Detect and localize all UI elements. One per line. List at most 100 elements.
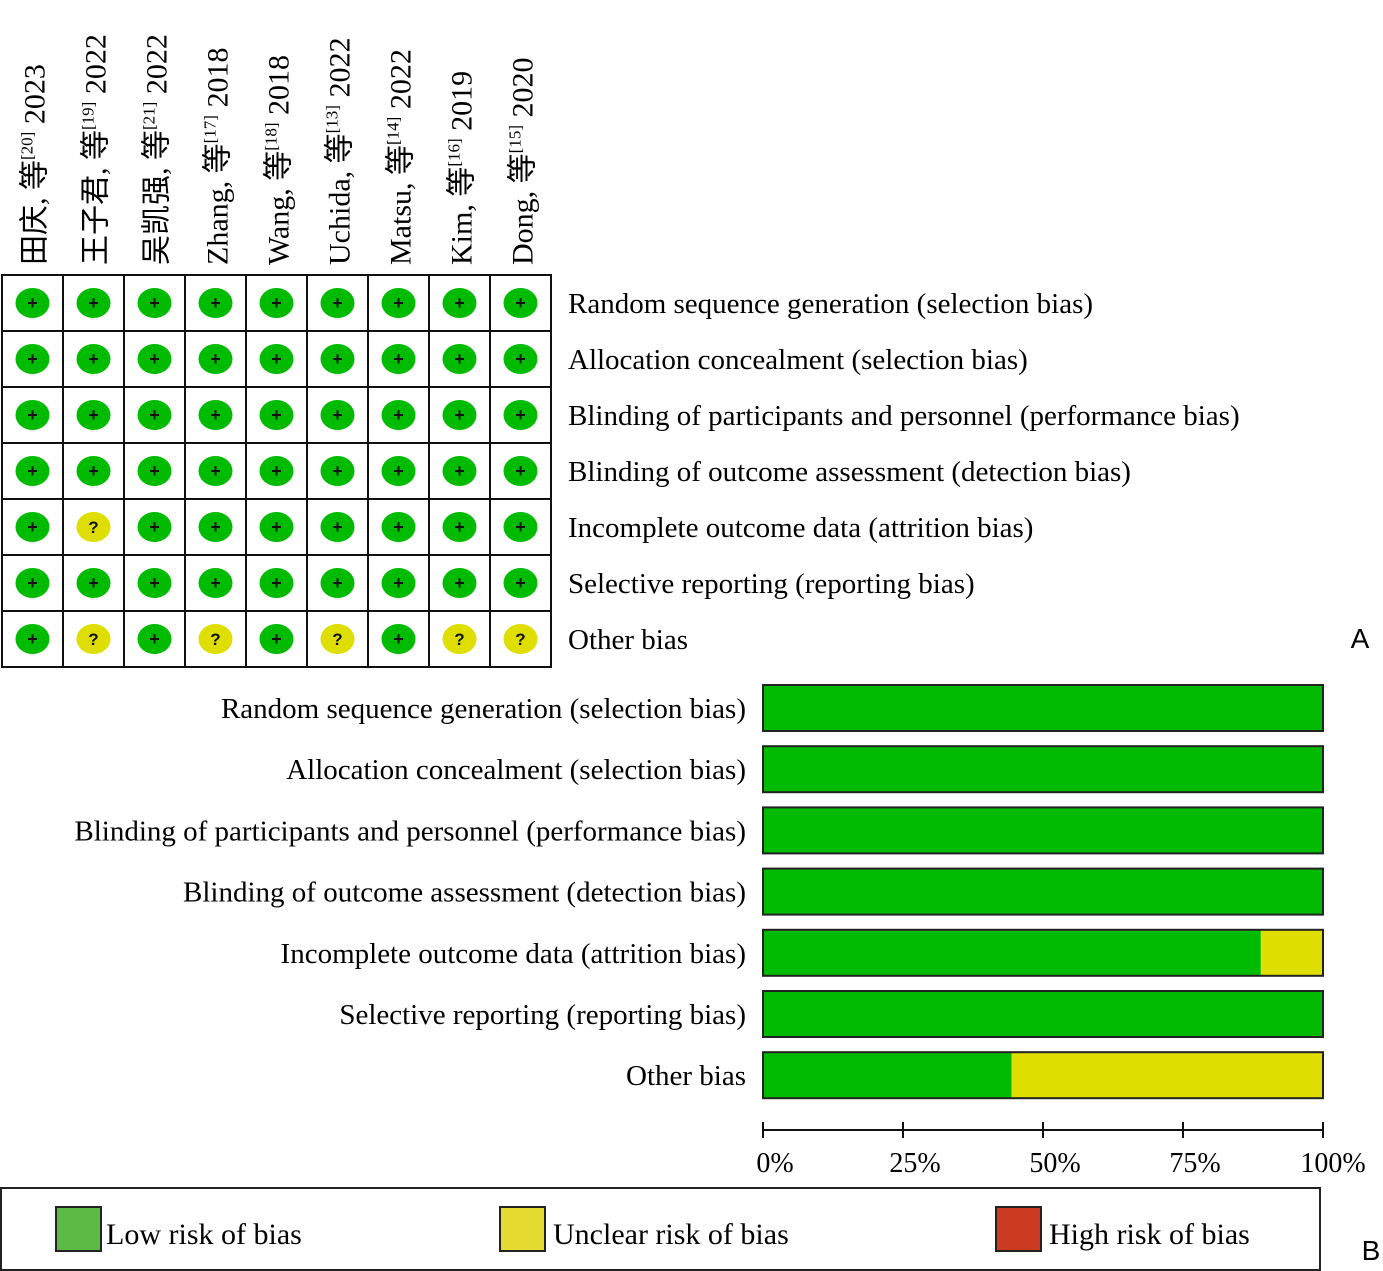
judgement-low-marker: + [381,456,416,486]
judgement-unclear-marker: ? [503,624,538,654]
judgement-low-marker: + [259,568,294,598]
plus-icon: + [27,461,38,481]
plus-icon: + [88,349,99,369]
plus-icon: + [27,349,38,369]
plus-icon: + [393,573,404,593]
plus-icon: + [149,517,160,537]
judgement-low-marker: + [137,456,172,486]
judgement-low-dot [76,344,111,374]
plus-icon: + [332,517,343,537]
bar-outline [762,745,1324,794]
judgement-low-marker: + [381,288,416,318]
judgement-low-marker: + [259,512,294,542]
judgement-low-dot [259,512,294,542]
plus-icon: + [332,405,343,425]
judgement-low-marker: + [198,344,233,374]
judgement-low-marker: + [137,512,172,542]
judgement-low-marker: + [15,344,50,374]
study-label: Uchida, 等[13] 2022 [323,38,357,265]
judgement-low-marker: + [198,456,233,486]
judgement-low-dot [259,456,294,486]
judgement-low-dot [381,456,416,486]
judgement-low-marker: + [503,456,538,486]
plus-icon: + [515,461,526,481]
judgement-low-dot [259,624,294,654]
plus-icon: + [271,629,282,649]
graph-category-label: Selective reporting (reporting bias) [339,999,746,1031]
bar-segment-low [763,807,1323,854]
study-label: 吴凯强, 等[21] 2022 [140,34,174,265]
judgement-low-dot [320,288,355,318]
judgement-low-marker: + [76,456,111,486]
legend-swatch-unclear [499,1206,546,1252]
plus-icon: + [210,517,221,537]
graph-category-label: Allocation concealment (selection bias) [286,754,746,786]
summary-row-label: Selective reporting (reporting bias) [568,568,975,600]
judgement-low-dot [137,400,172,430]
judgement-low-dot [320,344,355,374]
plus-icon: + [271,517,282,537]
judgement-unclear-marker: ? [76,512,111,542]
judgement-low-marker: + [503,288,538,318]
judgement-low-marker: + [442,344,477,374]
judgement-low-marker: + [503,568,538,598]
question-icon: ? [332,630,342,649]
judgement-low-marker: + [442,400,477,430]
bar-outline [762,806,1324,855]
bar-segment-low [763,746,1323,793]
plus-icon: + [515,405,526,425]
plus-icon: + [149,405,160,425]
plus-icon: + [454,461,465,481]
judgement-unclear-dot [76,624,111,654]
judgement-low-marker: + [137,344,172,374]
plus-icon: + [27,573,38,593]
judgement-low-dot [381,288,416,318]
judgement-unclear-marker: ? [320,624,355,654]
summary-row-label: Blinding of outcome assessment (detectio… [568,456,1131,488]
judgement-low-marker: + [198,288,233,318]
study-label: Dong, 等[15] 2020 [506,58,540,266]
graph-category-label: Other bias [626,1060,746,1092]
plus-icon: + [393,517,404,537]
judgement-low-dot [503,512,538,542]
judgement-low-dot [259,400,294,430]
judgement-low-dot [198,568,233,598]
plus-icon: + [454,573,465,593]
plus-icon: + [454,405,465,425]
bar-segment-unclear [1011,1052,1323,1099]
plus-icon: + [515,293,526,313]
judgement-unclear-marker: ? [442,624,477,654]
judgement-low-marker: + [15,512,50,542]
question-icon: ? [515,630,525,649]
question-icon: ? [88,630,98,649]
plus-icon: + [88,461,99,481]
bar-segment-unclear [1260,929,1323,976]
judgement-low-dot [76,400,111,430]
judgement-low-marker: + [15,400,50,430]
judgement-low-marker: + [259,400,294,430]
judgement-low-dot [76,568,111,598]
judgement-low-marker: + [15,288,50,318]
x-tick-label: 75% [1169,1148,1220,1179]
plus-icon: + [271,293,282,313]
risk-of-bias-graph-panel: Random sequence generation (selection bi… [74,684,1366,1179]
judgement-low-dot [137,456,172,486]
summary-row-label: Allocation concealment (selection bias) [568,344,1028,376]
risk-of-bias-summary-panel: 田庆, 等[20] 2023 王子君, 等[19] 2022 吴凯强, 等[21] … [1,34,1240,668]
judgement-unclear-marker: ? [198,624,233,654]
judgement-unclear-marker: ? [76,624,111,654]
summary-row-label: Blinding of participants and personnel (… [568,400,1240,432]
plus-icon: + [393,461,404,481]
judgement-low-marker: + [442,456,477,486]
judgement-low-marker: + [198,568,233,598]
panel-label-b: B [1362,1235,1381,1266]
plus-icon: + [393,405,404,425]
judgement-low-marker: + [503,512,538,542]
judgement-low-dot [259,288,294,318]
plus-icon: + [271,349,282,369]
judgement-low-marker: + [320,400,355,430]
plus-icon: + [393,629,404,649]
plus-icon: + [27,629,38,649]
judgement-low-dot [320,400,355,430]
plus-icon: + [515,517,526,537]
